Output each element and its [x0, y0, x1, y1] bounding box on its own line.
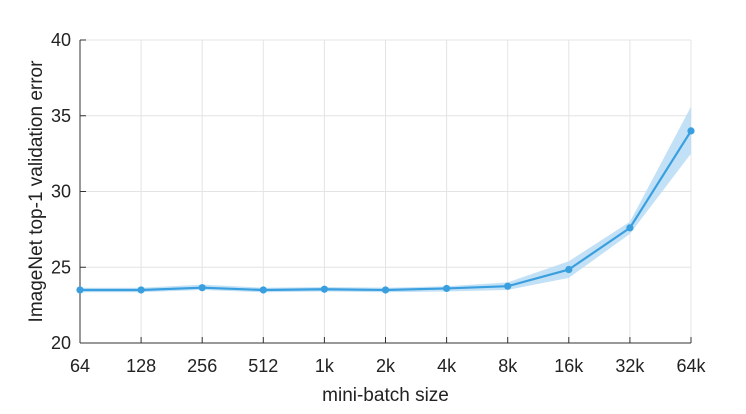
y-tick-label: 20 — [51, 333, 71, 353]
data-point — [198, 284, 206, 292]
grid — [79, 39, 692, 344]
y-tick-label: 35 — [51, 106, 71, 126]
y-tick-label: 30 — [51, 182, 71, 202]
data-point — [565, 265, 573, 274]
x-tick-label: 512 — [248, 356, 278, 376]
x-tick-label: 256 — [187, 356, 217, 376]
x-tick-label: 64k — [676, 356, 706, 376]
y-tick-label: 25 — [51, 257, 71, 277]
data-point — [381, 286, 390, 294]
x-axis-label: mini-batch size — [322, 385, 449, 406]
y-tick-labels: 20 25 30 35 40 — [51, 30, 71, 353]
x-tick-labels: 64 128 256 512 1k 2k 4k 8k 16k 32k 64k — [70, 356, 707, 376]
x-tick-label: 1k — [315, 356, 335, 376]
data-points — [76, 127, 695, 294]
data-point — [443, 284, 451, 293]
x-tick-label: 128 — [126, 356, 156, 376]
x-tick-label: 64 — [70, 356, 90, 376]
data-point — [687, 127, 695, 135]
data-point — [626, 224, 634, 232]
data-point — [137, 286, 145, 294]
x-tick-label: 2k — [376, 356, 396, 376]
data-point — [504, 282, 512, 290]
y-tick-label: 40 — [51, 30, 71, 50]
y-axis-label: ImageNet top-1 validation error — [26, 60, 47, 323]
data-point — [76, 286, 84, 294]
x-tick-label: 16k — [554, 356, 584, 376]
x-tick-label: 8k — [498, 356, 518, 376]
x-tick-label: 32k — [615, 356, 645, 376]
x-tick-label: 4k — [437, 356, 457, 376]
data-point — [259, 286, 267, 294]
data-point — [320, 285, 328, 293]
